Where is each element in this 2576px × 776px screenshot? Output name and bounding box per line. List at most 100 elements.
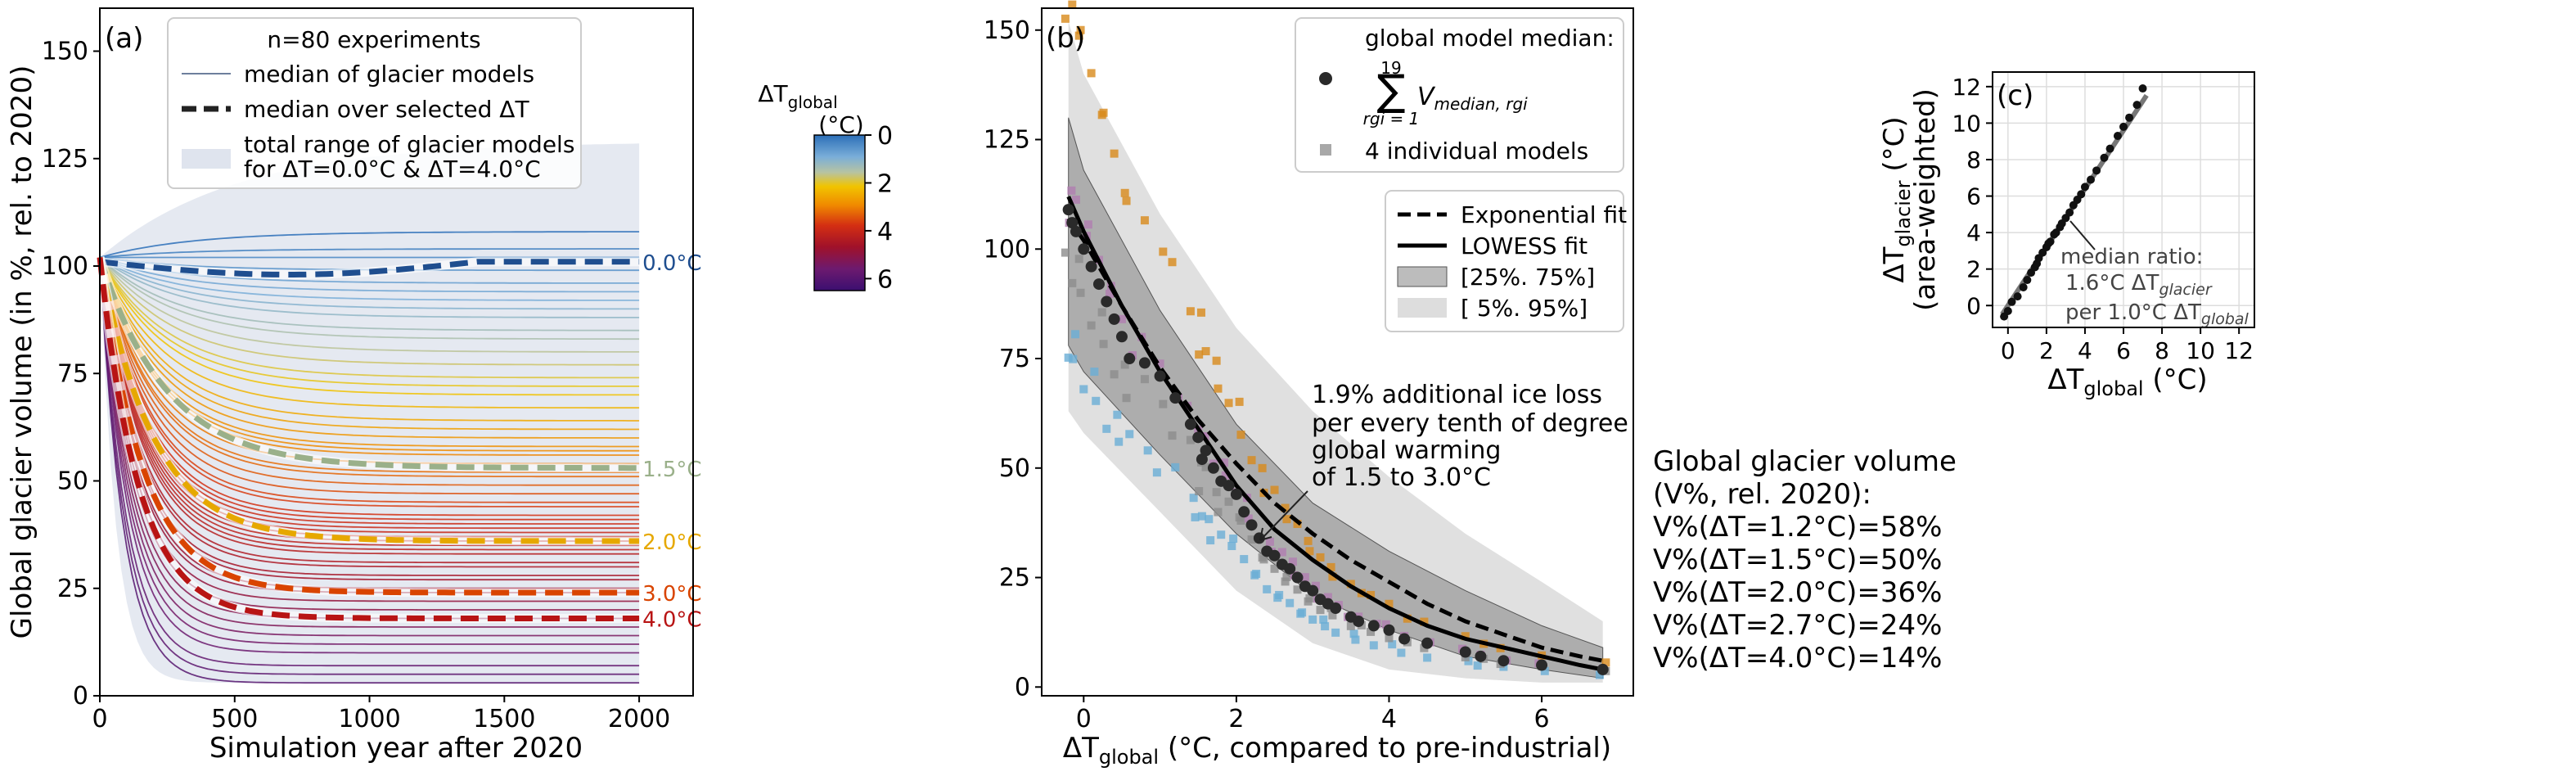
median-point (1192, 431, 1205, 444)
individual-model-point (1321, 622, 1330, 631)
median-point (1291, 571, 1304, 584)
individual-model-point (1221, 471, 1230, 480)
legend-fits-box (1385, 190, 1624, 332)
individual-model-point (1195, 487, 1204, 496)
experiment-line (99, 257, 640, 684)
panel-b-frame (1041, 7, 1634, 697)
individual-model-point (1304, 536, 1313, 545)
panel-b-ytick-label: 125 (984, 126, 1030, 155)
individual-model-point (1071, 195, 1080, 204)
individual-model-point (1110, 149, 1119, 158)
median-line-2.0°C (97, 256, 640, 544)
panel-a-ylabel: Global glacier volume (in %, rel. to 202… (6, 65, 38, 639)
panel-a-xtick-label: 500 (211, 705, 258, 733)
individual-model-point (1195, 350, 1204, 359)
annotation-line-3: of 1.5 to 3.0°C (1312, 463, 1491, 492)
annotation-line-0: 1.9% additional ice loss (1312, 381, 1602, 409)
annotation-line-1: per every tenth of degree (1312, 409, 1628, 438)
median-point (1207, 462, 1219, 474)
median-point (1238, 506, 1250, 518)
panel-a: 0.0°C1.5°C2.0°C3.0°C4.0°C (a) 0 500 1000 15… (6, 7, 702, 765)
individual-model-point (1106, 290, 1115, 299)
individual-model-point (1224, 497, 1233, 506)
individual-model-point (1331, 628, 1340, 637)
individual-model-point (1367, 590, 1376, 599)
panel-c-ytick-label: 8 (1966, 147, 1981, 174)
panel-c-xtick-label: 4 (2078, 337, 2092, 364)
experiment-line (99, 257, 640, 645)
experiment-line (99, 257, 640, 422)
legend-top-title: global model median: (1365, 25, 1615, 52)
ratio-point (2092, 166, 2101, 175)
individual-model-point (1224, 399, 1233, 408)
individual-model-point (1601, 658, 1610, 667)
panel-b-ytick-label: 150 (984, 16, 1030, 45)
individual-model-point (1140, 375, 1149, 384)
individual-model-point (1159, 399, 1168, 408)
median-point (1184, 418, 1196, 431)
median-point (1307, 584, 1319, 597)
panel-b-legend-top: global model median: 19 ∑ rgi = 1 Vmedia… (1295, 17, 1624, 173)
legend-fit-2: [25%. 75%] (1461, 264, 1595, 291)
ratio-line-2: per 1.0°C ΔTglobal (2065, 300, 2249, 328)
legend-individual: 4 individual models (1365, 138, 1588, 165)
panel-a-ytick-label: 75 (57, 359, 88, 388)
individual-model-point (1120, 188, 1129, 197)
summary-line-4: V%(ΔT=4.0°C)=14% (1653, 642, 1942, 674)
panel-a-ytick-label: 150 (42, 38, 88, 66)
individual-model-point (1068, 278, 1077, 287)
individual-model-point (1305, 547, 1314, 556)
experiment-line (99, 257, 640, 602)
experiment-line (99, 257, 640, 431)
median-point (1245, 519, 1258, 531)
median-label: 3.0°C (642, 582, 702, 607)
median-point (1196, 453, 1208, 466)
individual-model-point (1113, 410, 1122, 419)
median-point (1101, 296, 1113, 308)
median-point (1497, 655, 1510, 667)
individual-model-point (1328, 572, 1337, 581)
individual-model-point (1316, 606, 1325, 615)
colorbar-title: ΔTglobal (758, 80, 837, 112)
individual-model-point (1328, 611, 1337, 620)
summary-line-0: V%(ΔT=1.2°C)=58% (1653, 511, 1942, 544)
individual-model-point (1214, 508, 1223, 517)
panel-a-xtick-label: 2000 (608, 705, 670, 733)
median-point (1223, 480, 1235, 492)
individual-model-point (1206, 536, 1215, 545)
experiment-line (99, 257, 640, 503)
median-point (1200, 444, 1212, 457)
median-point (1459, 646, 1471, 658)
panel-c-ytick-label: 12 (1952, 74, 1981, 101)
individual-model-point (1189, 494, 1198, 503)
individual-model-point (1090, 368, 1099, 377)
individual-model-point (1244, 514, 1253, 523)
individual-model-point (1300, 573, 1309, 582)
panel-b-legend-fits: Exponential fit LOWESS fit [25%. 75%] [ … (1385, 190, 1627, 332)
panel-b-ytick-label: 75 (999, 345, 1030, 373)
experiment-line (99, 257, 640, 387)
panel-c-ytick-label: 2 (1966, 256, 1981, 283)
experiment-line (99, 256, 640, 366)
individual-model-point (1282, 515, 1291, 524)
individual-model-point (1067, 186, 1076, 195)
individual-model-point (1110, 370, 1119, 379)
median-point (1062, 204, 1074, 216)
individual-model-point (1540, 666, 1549, 675)
individual-model-point (1388, 640, 1397, 649)
individual-model-point (1281, 577, 1290, 586)
ratio-point (2113, 132, 2122, 140)
panel-c-xtick-label: 2 (2039, 337, 2054, 364)
experiment-line (99, 257, 640, 675)
panel-a-ytick-label: 25 (57, 575, 88, 603)
median-point (1421, 637, 1434, 649)
legend-fit-0: Exponential fit (1461, 201, 1627, 228)
colorbar-tick-label: 4 (877, 218, 893, 246)
individual-model-point (1074, 31, 1083, 40)
individual-model-point (1397, 648, 1406, 657)
individual-model-point (1186, 307, 1195, 316)
panel-b-xtick-label: 6 (1534, 705, 1550, 733)
panel-b-ytick-label: 25 (999, 564, 1030, 593)
individual-model-point (1326, 562, 1335, 571)
